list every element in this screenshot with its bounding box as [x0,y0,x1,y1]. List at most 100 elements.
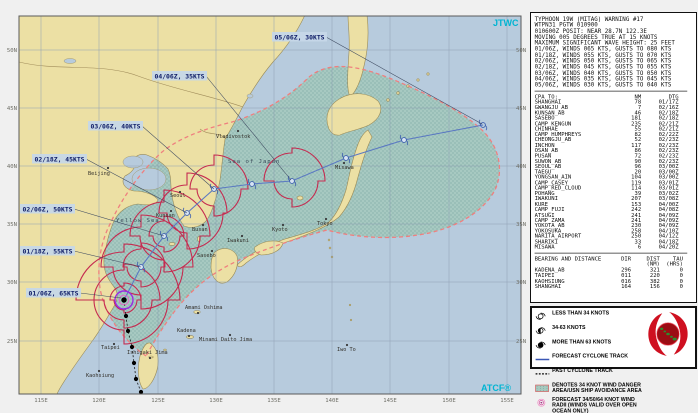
lat-tick-label: 30N [516,280,526,286]
forecast-label-text: 02/18Z, 45KTS [35,155,85,163]
forecast-wind-line: 05/06Z, WINDS 030 KTS, GUSTS TO 040 KTS [534,80,672,89]
legend-item-label: FORECAST CYCLONE TRACK [552,352,629,360]
cpa-row: CAMP_HUMPHREYS 82 02/22Z [534,130,679,138]
cyclone-half-icon [535,327,546,335]
forecast-label-text: 01/06Z, 65KTS [29,289,79,297]
cpa-row: CAMP_ZAMA 241 04/09Z [534,216,679,224]
lon-tick-label: 135E [267,398,281,404]
place-label: Iwo To [337,347,356,353]
forecast-position-marker [249,181,255,187]
forecast-label-text: 02/06Z, 50KTS [23,205,73,213]
legend-icon-cell [535,310,552,324]
cpa-row: SASEBO 181 02/18Z [534,114,679,122]
map-frame [18,15,522,395]
legend-panel: LESS THAN 34 KNOTS 34-63 KNOTS MORE THAN 6… [530,306,698,413]
forecast-wind-radii [75,147,326,345]
place-label: Kunsan [156,213,175,219]
lat-tick-label: 45N [516,106,526,112]
legend-icon-cell [535,368,552,382]
forecast-wind-line: 01/18Z, WINDS 055 KTS, GUSTS TO 070 KTS [534,51,672,59]
legend-item-label: PAST CYCLONE TRACK [552,367,613,374]
forecast-label-text: 04/06Z, 35KTS [155,72,205,80]
bearing-table-units: (NM) (HRS) [535,262,696,268]
bearing-row: KADENA_AB 296 321 0 [534,266,683,273]
warning-header-line: WTPN31 PGTW 010900 [534,21,598,29]
cpa-row: GWANGJU_AB 7 02/16Z [534,104,679,111]
bearing-row: TAIPEI 011 220 0 [534,272,683,279]
legend-item: LESS THAN 34 KNOTS [535,310,698,324]
cpa-row: CHINHAE 55 02/21Z [534,125,679,133]
lat-tick-label: 40N [516,164,526,170]
cyclone-filled-icon [535,341,546,349]
jtwc-seal [648,312,688,356]
forecast-wind-line: 01/06Z, WINDS 065 KTS, GUSTS TO 080 KTS [534,45,672,53]
place-label: Kyoto [272,227,288,233]
past-position-dot [123,313,129,319]
legend-item-label: 34-63 KNOTS [552,323,586,331]
lat-tick-label: 40N [7,164,17,170]
cpa-row: YOKOTA_AB 230 04/09Z [534,222,679,229]
place-label: Vladivostok [216,134,251,140]
cpa-col-nm: NM [634,93,642,100]
legend-icon-cell [535,382,552,396]
legend-item: DENOTES 34 KNOT WIND DANGER AREA/USN SHI… [535,382,698,396]
cyclone-open-icon [535,312,546,320]
bearing-col-dir: DIR [621,255,632,262]
past-position-dot [129,344,135,350]
past-position-dot [131,360,137,366]
forecast-wind-line: 02/06Z, WINDS 050 KTS, GUSTS TO 065 KTS [534,56,672,65]
cpa-col-dtg: DTG [668,93,679,100]
past-position-dot [138,389,144,394]
cpa-row: CAMP_RED_CLOUD 114 03/01Z [534,184,679,192]
bearing-title: BEARING AND DISTANCE [534,255,602,262]
forecast-position-labels: 01/06Z, 65KTS 01/18Z, 55KTS 02/06Z, 50KTS 0… [20,32,483,299]
place-label: Kadena [177,328,196,334]
lon-tick-label: 130E [209,398,223,404]
sea-label: Yellow Sea [116,218,160,224]
forecast-label-box [20,204,75,214]
divider [534,252,688,254]
forecast-wind-line: 04/06Z, WINDS 035 KTS, GUSTS TO 045 KTS [534,74,672,83]
cpa-table-header: CPA TO: NM DTG [535,93,696,100]
current-64kt-ring [114,290,134,310]
warning-header-line: MAXIMUM SIGNIFICANT WAVE HEIGHT: 25 FEET [534,39,675,47]
cpa-row: ATSUGI 241 04/09Z [534,211,679,218]
cpa-row: CAMP_FUJI 242 04/08Z [534,206,679,213]
legend-icon-cell [535,339,552,353]
radii-rings-icon [537,398,546,407]
lat-tick-label: 25N [7,339,17,345]
legend-item: MORE THAN 63 KNOTS [535,339,698,353]
legend-item: PAST CYCLONE TRACK [535,368,698,382]
divider [534,90,688,92]
track-line-icon [535,358,550,361]
bearing-unit-dist: (NM) [646,260,660,268]
jtwc-watermark: JTWC [493,18,519,28]
graticule [19,16,521,394]
forecast-wind-line: 03/06Z, WINDS 040 KTS, GUSTS TO 050 KTS [534,68,672,77]
danger-swatch-icon [535,384,549,392]
cpa-table: SHANGHAI 78 01/17Z GWANGJU_AB 7 02/16Z KUNSAN_… [534,99,696,250]
lon-tick-label: 115E [34,398,48,404]
cpa-row: SUWON_AB 90 02/23Z [534,157,679,165]
legend-icon-cell [535,397,552,411]
legend-item-label: FORECAST 34/50/64 KNOT WIND RADII (WINDS… [552,395,637,413]
lon-tick-label: 155E [500,398,514,404]
sea-label: Sea of Japan [228,159,280,165]
cyclone-track [114,119,488,394]
cpa-row: YOKOSUKA 258 04/10Z [534,227,679,234]
lat-tick-label: 50N [7,48,17,54]
forecast-wind-list: 01/06Z, WINDS 065 KTS, GUSTS TO 080 KTS 0… [535,46,696,88]
forecast-label-box [272,32,327,42]
forecast-label-text: 03/06Z, 40KTS [91,122,141,130]
warning-header-line: 010600Z POSIT: NEAR 28.7N 122.3E [534,27,647,35]
bearing-col-tau: TAU [672,255,683,262]
place-label: Seoul [170,193,186,199]
place-label: Tokyo [317,221,333,227]
forecast-label-box [32,154,87,164]
bearing-row: SHANGHAI 164 156 0 [534,283,683,290]
warning-header-line: TYPHOON 19W (MITAG) WARNING #17 [534,15,644,23]
atcf-watermark: ATCF® [481,383,511,393]
cpa-row: PUSAN 72 02/23Z [534,152,679,159]
forecast-position-marker [343,155,349,161]
